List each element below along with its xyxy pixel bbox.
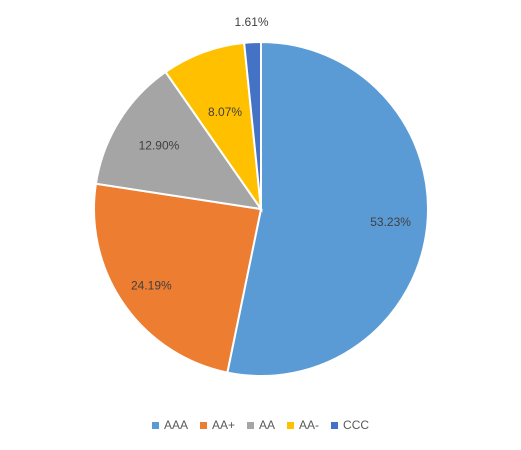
chart-legend: AAA AA+ AA AA- CCC xyxy=(0,418,521,432)
pie-data-label: 1.61% xyxy=(235,15,269,29)
pie-data-labels: 53.23% 24.19% 12.90% 8.07% 1.61% xyxy=(131,15,411,292)
pie-data-label: 12.90% xyxy=(139,138,180,152)
pie-data-label: 53.23% xyxy=(370,215,411,229)
pie-slice-aa xyxy=(94,70,264,211)
legend-swatch xyxy=(151,421,159,429)
legend-label: AA xyxy=(259,418,276,432)
pie-slice-ccc xyxy=(243,40,262,210)
legend-swatch xyxy=(247,421,254,429)
legend-label: AA+ xyxy=(211,418,235,432)
legend-label: AAA xyxy=(163,418,188,432)
legend-label: AA- xyxy=(299,418,320,432)
legend-item: AAA xyxy=(151,418,188,432)
legend-swatch xyxy=(331,421,339,429)
pie-chart: 53.23% 24.19% 12.90% 8.07% 1.61% xyxy=(93,15,429,377)
legend-item: AA xyxy=(247,418,275,432)
pie-data-label: 8.07% xyxy=(208,105,242,119)
pie-slice-aaplus xyxy=(93,182,263,374)
pie-slice-aaa xyxy=(226,40,429,377)
legend-item: AA+ xyxy=(199,418,235,432)
legend-item: AA- xyxy=(287,418,319,432)
pie-data-label: 24.19% xyxy=(131,278,172,292)
legend-label: CCC xyxy=(343,418,370,432)
pie-slices xyxy=(93,40,429,377)
legend-item: CCC xyxy=(331,418,369,432)
legend-swatch xyxy=(199,421,207,429)
legend-swatch xyxy=(287,421,295,429)
